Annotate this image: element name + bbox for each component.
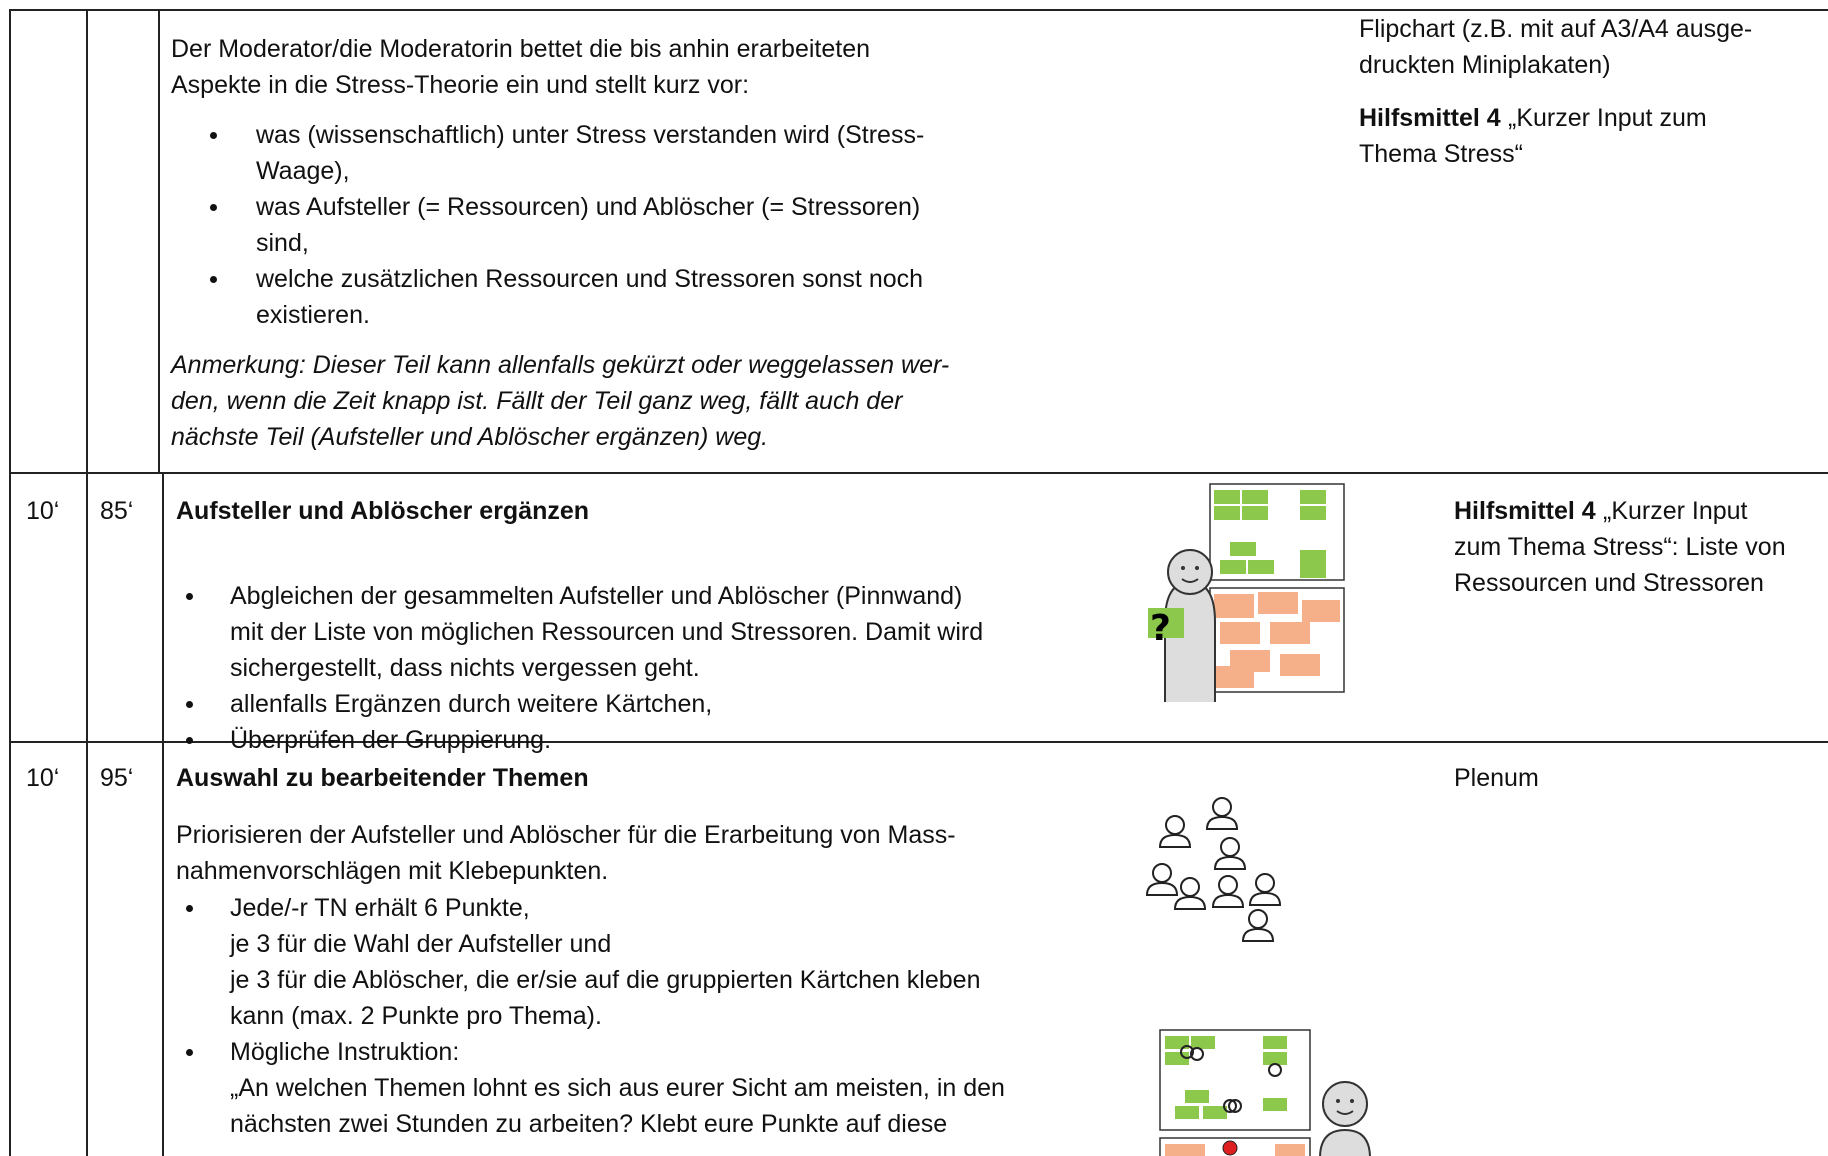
text-line: Mögliche Instruktion: [230, 1038, 460, 1066]
border [9, 9, 1828, 11]
text-line: Hilfsmittel 4 [1359, 104, 1501, 132]
border [9, 741, 1828, 743]
text-line: je 3 für die Wahl der Aufsteller und [230, 930, 612, 958]
bullet [210, 204, 217, 211]
text-line: 95‘ [100, 764, 134, 792]
bullet [186, 593, 193, 600]
bullet [210, 276, 217, 283]
text-line: allenfalls Ergänzen durch weitere Kärtch… [230, 690, 713, 718]
text-line: Der Moderator/die Moderatorin bettet die… [171, 35, 871, 63]
text-line: 85‘ [100, 497, 134, 525]
text-line: sind, [256, 229, 309, 257]
text-line: „An welchen Themen lohnt es sich aus eur… [230, 1074, 1005, 1102]
text-line: druckten Miniplakaten) [1359, 51, 1611, 79]
bullet [186, 1049, 193, 1056]
pinboard-illustration: ? [1148, 483, 1345, 702]
text-line: „Kurzer Input [1603, 497, 1748, 525]
text-line: Priorisieren der Aufsteller und Ablösche… [176, 821, 956, 849]
text-line: was Aufsteller (= Ressourcen) und Ablösc… [256, 193, 921, 221]
text-line: Jede/-r TN erhält 6 Punkte, [230, 894, 530, 922]
border [86, 9, 88, 1156]
text-line: Flipchart (z.B. mit auf A3/A4 ausge- [1359, 15, 1753, 43]
text-line: Aspekte in die Stress-Theorie ein und st… [171, 71, 750, 99]
border [9, 9, 11, 1156]
text-line: Thema Stress“ [1359, 140, 1523, 168]
text-line: zum Thema Stress“: Liste von [1454, 533, 1786, 561]
text-line: Hilfsmittel 4 [1454, 497, 1596, 525]
voting-illustration [1159, 1029, 1371, 1156]
bullet [210, 132, 217, 139]
border [162, 473, 164, 1156]
text-line: was (wissenschaftlich) unter Stress vers… [256, 121, 925, 149]
text-line: welche zusätzlichen Ressourcen und Stres… [256, 265, 924, 293]
text-line: 10‘ [26, 764, 60, 792]
text-line: Anmerkung: Dieser Teil kann allenfalls g… [171, 351, 950, 379]
text-line: Plenum [1454, 764, 1539, 792]
bullet [186, 737, 193, 744]
text-line: mit der Liste von möglichen Ressourcen u… [230, 618, 984, 646]
text-line: kann (max. 2 Punkte pro Thema). [230, 1002, 602, 1030]
bullet [186, 905, 193, 912]
text-line: 10‘ [26, 497, 60, 525]
text-line: nahmenvorschlägen mit Klebepunkten. [176, 857, 609, 885]
svg-text:?: ? [1150, 608, 1171, 649]
text-line: Ressourcen und Stressoren [1454, 569, 1764, 597]
text-line: Aufsteller und Ablöscher ergänzen [176, 497, 590, 525]
text-line: nächsten zwei Stunden zu arbeiten? Klebt… [230, 1110, 948, 1138]
text-line: Waage), [256, 157, 350, 185]
text-line: den, wenn die Zeit knapp ist. Fällt der … [171, 387, 903, 415]
bullet [186, 701, 193, 708]
text-line: „Kurzer Input zum [1508, 104, 1707, 132]
text-line: Abgleichen der gesammelten Aufsteller un… [230, 582, 963, 610]
text-line: existieren. [256, 301, 370, 329]
border [158, 9, 160, 473]
participants-illustration [1145, 797, 1282, 942]
border [9, 472, 1828, 474]
text-line: Auswahl zu bearbeitender Themen [176, 764, 589, 792]
text-line: nächste Teil (Aufsteller und Ablöscher e… [171, 423, 769, 451]
text-line: sichergestellt, dass nichts vergessen ge… [230, 654, 700, 682]
text-line: je 3 für die Ablöscher, die er/sie auf d… [230, 966, 981, 994]
text-line: Überprüfen der Gruppierung. [230, 726, 552, 754]
